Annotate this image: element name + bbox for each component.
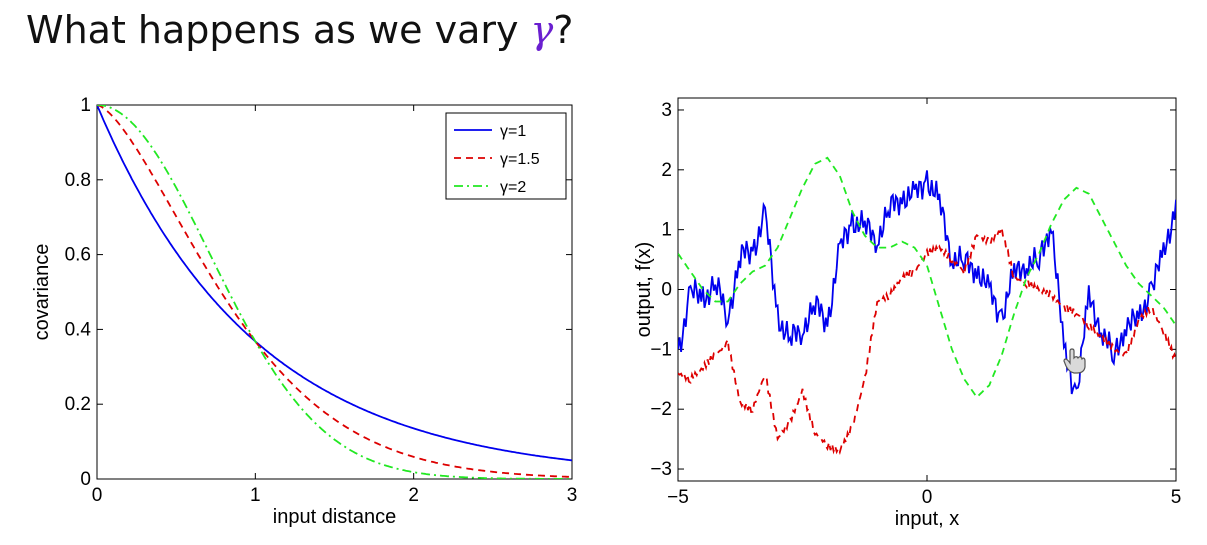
hand-cursor-icon xyxy=(1062,348,1086,374)
sample-functions-chart: −5 0 5 −3 −2 −1 0 1 2 3 input, x output, f(x) xyxy=(633,97,1182,530)
legend-label-1: γ=1 xyxy=(500,123,526,140)
series-line-2 xyxy=(97,105,572,478)
title-suffix: ? xyxy=(553,8,574,52)
series-line-2 xyxy=(678,227,1176,455)
legend-label-3: γ=2 xyxy=(500,179,526,196)
series-line-1 xyxy=(97,105,572,462)
legend-box xyxy=(445,112,567,200)
x-tick-label: 0 xyxy=(92,485,103,506)
series-line-3 xyxy=(97,105,572,479)
y-tick-label: 0.6 xyxy=(65,245,91,266)
title-gamma-symbol: γ xyxy=(530,8,554,52)
y-tick-label: −2 xyxy=(650,399,672,420)
x-tick-label: 1 xyxy=(250,485,261,506)
y-tick-label: 0 xyxy=(661,280,672,301)
legend: γ=1 γ=1.5 γ=2 xyxy=(445,112,567,200)
y-tick-label: −3 xyxy=(650,459,672,480)
y-tick-label: 1 xyxy=(80,95,91,116)
title-prefix: What happens as we vary xyxy=(26,8,531,52)
covariance-chart: 0 1 2 3 0 0.2 0.4 0.6 0.8 1 input distance covarian… xyxy=(31,95,578,528)
x-axis-label: input distance xyxy=(273,506,396,528)
y-tick-label: 2 xyxy=(661,160,672,181)
y-tick-label: 1 xyxy=(661,220,672,241)
x-tick-label: −5 xyxy=(667,487,689,508)
y-tick-label: 0.4 xyxy=(65,319,92,340)
y-tick-label: −1 xyxy=(650,339,672,360)
y-tick-label: 3 xyxy=(661,100,672,121)
y-tick-label: 0 xyxy=(80,469,91,490)
series-line-3 xyxy=(678,156,1176,399)
y-tick-label: 0.2 xyxy=(65,394,91,415)
series-line-1 xyxy=(678,170,1176,395)
y-axis-label: output, f(x) xyxy=(633,242,655,338)
x-tick-label: 3 xyxy=(567,485,578,506)
legend-label-2: γ=1.5 xyxy=(500,151,540,168)
x-tick-label: 5 xyxy=(1171,487,1182,508)
x-tick-label: 2 xyxy=(408,485,419,506)
slide-title: What happens as we vary γ? xyxy=(26,8,573,52)
x-axis-label: input, x xyxy=(895,508,959,530)
y-axis-label: covariance xyxy=(31,244,53,341)
y-tick-label: 0.8 xyxy=(65,170,91,191)
plot-frame xyxy=(677,97,1177,482)
x-tick-label: 0 xyxy=(922,487,933,508)
